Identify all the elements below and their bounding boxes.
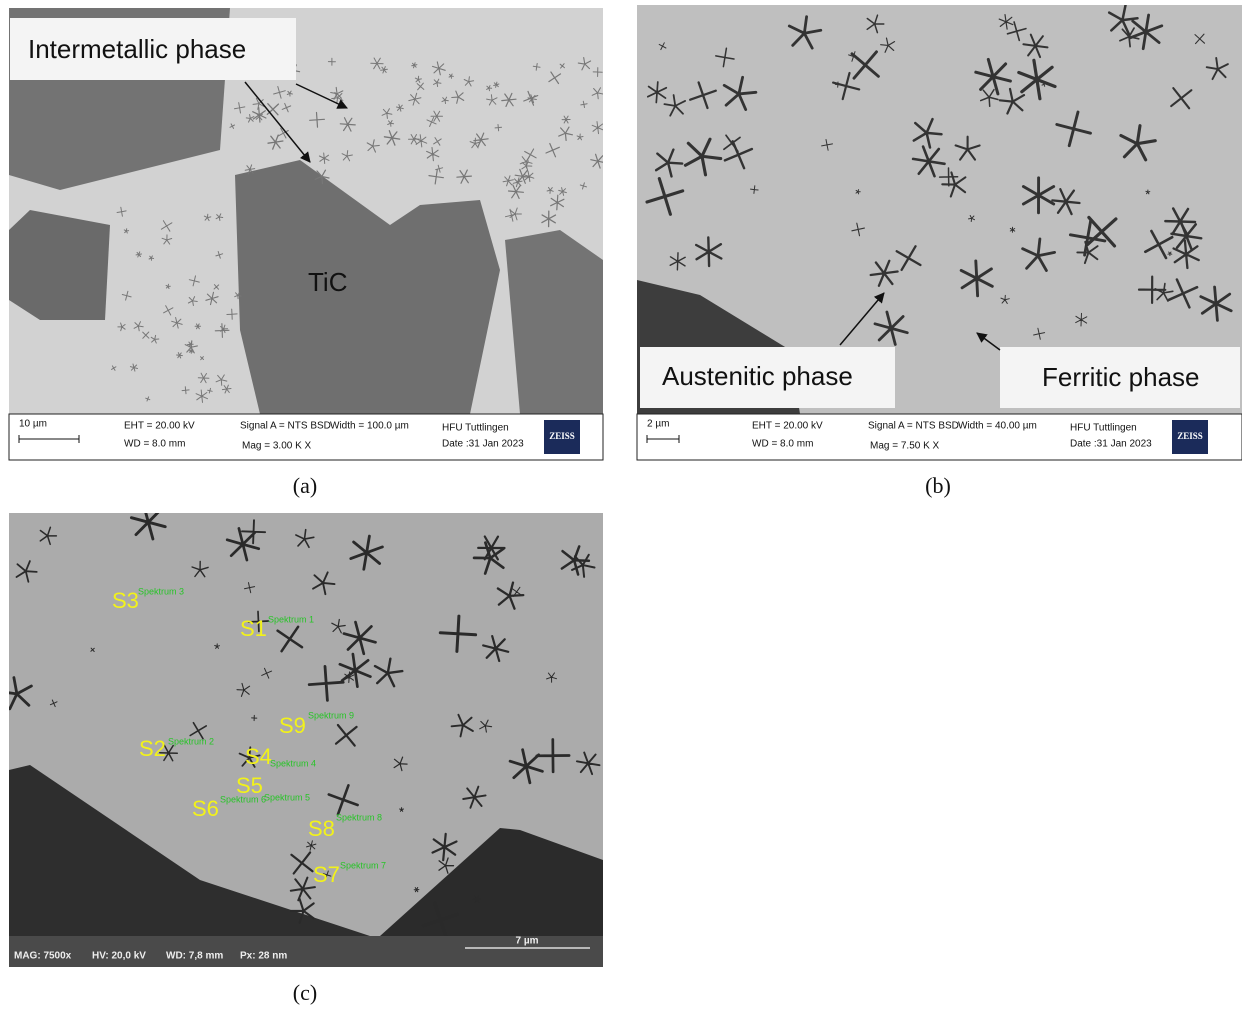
spectrum-point-label: S4	[245, 744, 272, 769]
spectrum-point-label: S8	[308, 816, 335, 841]
spectrum-name: Spektrum 7	[340, 860, 386, 870]
info-text: WD: 7,8 mm	[166, 951, 223, 962]
spectrum-name: Spektrum 1	[268, 614, 314, 624]
spectrum-point-label: S3	[112, 588, 139, 613]
info-text: Px: 28 nm	[240, 951, 287, 962]
info-text: Date :31 Jan 2023	[442, 439, 524, 450]
spectrum-name: Spektrum 3	[138, 586, 184, 596]
info-text: EHT = 20.00 kV	[124, 421, 195, 432]
info-text: HFU Tuttlingen	[442, 423, 509, 434]
logo: ZEISS	[549, 431, 575, 441]
info-text: Width = 40.00 µm	[958, 421, 1037, 432]
spectrum-name: Spektrum 8	[336, 812, 382, 822]
spectrum-name: Spektrum 2	[168, 736, 214, 746]
figure: Intermetallic phase TiC Austenitic phase…	[0, 0, 1242, 1009]
info-text: WD = 8.0 mm	[752, 439, 813, 450]
info-text: MAG: 7500x	[14, 951, 72, 962]
info-text: HV: 20,0 kV	[92, 951, 146, 962]
annotation: TiC	[308, 267, 347, 297]
info-text: WD = 8.0 mm	[124, 439, 185, 450]
caption: (b)	[925, 473, 951, 498]
scale-label: 7 µm	[516, 936, 539, 947]
annotation: Intermetallic phase	[28, 34, 246, 64]
annotation: Austenitic phase	[662, 361, 853, 391]
info-text: Signal A = NTS BSD	[868, 421, 959, 432]
caption: (a)	[293, 473, 317, 498]
info-text: Width = 100.0 µm	[330, 421, 409, 432]
spectrum-point-label: S2	[139, 736, 166, 761]
logo: ZEISS	[1177, 431, 1203, 441]
spectrum-name: Spektrum 6	[220, 794, 266, 804]
spectrum-name: Spektrum 5	[264, 792, 310, 802]
spectrum-point-label: S7	[313, 862, 340, 887]
spectrum-point-label: S6	[192, 796, 219, 821]
info-text: Mag = 3.00 K X	[242, 441, 312, 452]
scale-label: 10 µm	[19, 419, 47, 430]
annotation: Ferritic phase	[1042, 362, 1200, 392]
info-text: Date :31 Jan 2023	[1070, 439, 1152, 450]
caption: (c)	[293, 980, 317, 1005]
info-text: HFU Tuttlingen	[1070, 423, 1137, 434]
spectrum-name: Spektrum 9	[308, 710, 354, 720]
spectrum-point-label: S9	[279, 713, 306, 738]
info-text: Mag = 7.50 K X	[870, 441, 940, 452]
scale-label: 2 µm	[647, 419, 669, 430]
spectrum-name: Spektrum 4	[270, 758, 316, 768]
info-text: EHT = 20.00 kV	[752, 421, 823, 432]
info-text: Signal A = NTS BSD	[240, 421, 331, 432]
spectrum-point-label: S1	[240, 616, 267, 641]
